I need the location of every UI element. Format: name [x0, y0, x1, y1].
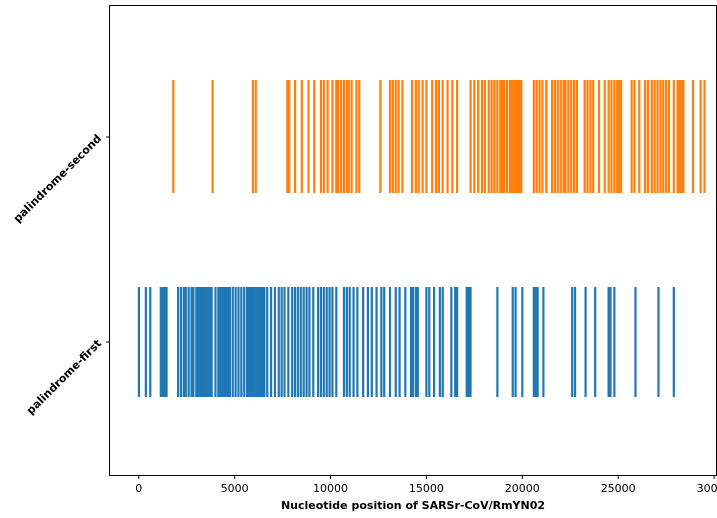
x-tick-label: 15000 [409, 482, 444, 495]
x-tick-label: 30000 [697, 482, 717, 495]
x-axis-ticks: 0 5000 10000 15000 20000 25000 30000 [135, 475, 717, 495]
x-axis-label: Nucleotide position of SARSr-CoV/RmYN02 [281, 499, 545, 512]
event-series-palindrome-second [172, 80, 706, 193]
x-tick-label: 10000 [313, 482, 348, 495]
x-tick-label: 5000 [221, 482, 249, 495]
event-series-palindrome-first [137, 287, 675, 397]
x-tick-label: 0 [135, 482, 142, 495]
event-lines [137, 80, 706, 397]
x-tick-label: 20000 [505, 482, 540, 495]
x-tick-label: 25000 [601, 482, 636, 495]
